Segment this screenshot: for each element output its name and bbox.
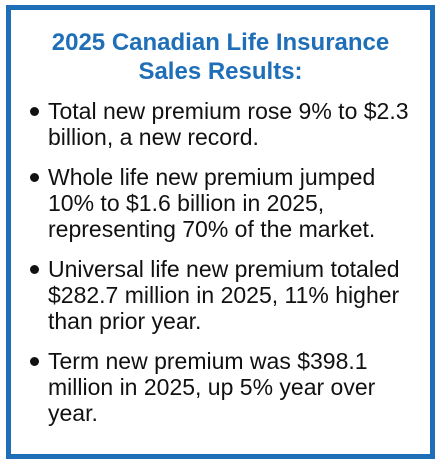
bullet-dot-icon: [28, 348, 48, 374]
list-item-text: Total new premium rose 9% to $2.3 billio…: [48, 98, 409, 150]
title-line-2: Sales Results:: [138, 58, 303, 85]
list-item-text: Universal life new premium totaled $282.…: [48, 256, 400, 334]
bullet-dot-icon: [28, 164, 48, 190]
list-item: Whole life new premium jumped 10% to $1.…: [28, 164, 420, 242]
bullet-dot-icon: [28, 256, 48, 282]
list-item: Term new premium was $398.1 million in 2…: [28, 348, 420, 426]
list-item: Universal life new premium totaled $282.…: [28, 256, 420, 334]
box-title: 2025 Canadian Life Insurance Sales Resul…: [11, 28, 430, 86]
results-box: 2025 Canadian Life Insurance Sales Resul…: [6, 5, 435, 459]
title-line-1: 2025 Canadian Life Insurance: [51, 29, 390, 56]
list-item-text: Term new premium was $398.1 million in 2…: [48, 348, 376, 426]
results-list: Total new premium rose 9% to $2.3 billio…: [11, 98, 430, 426]
list-item: Total new premium rose 9% to $2.3 billio…: [28, 98, 420, 150]
bullet-dot-icon: [28, 98, 48, 124]
list-item-text: Whole life new premium jumped 10% to $1.…: [48, 164, 376, 242]
